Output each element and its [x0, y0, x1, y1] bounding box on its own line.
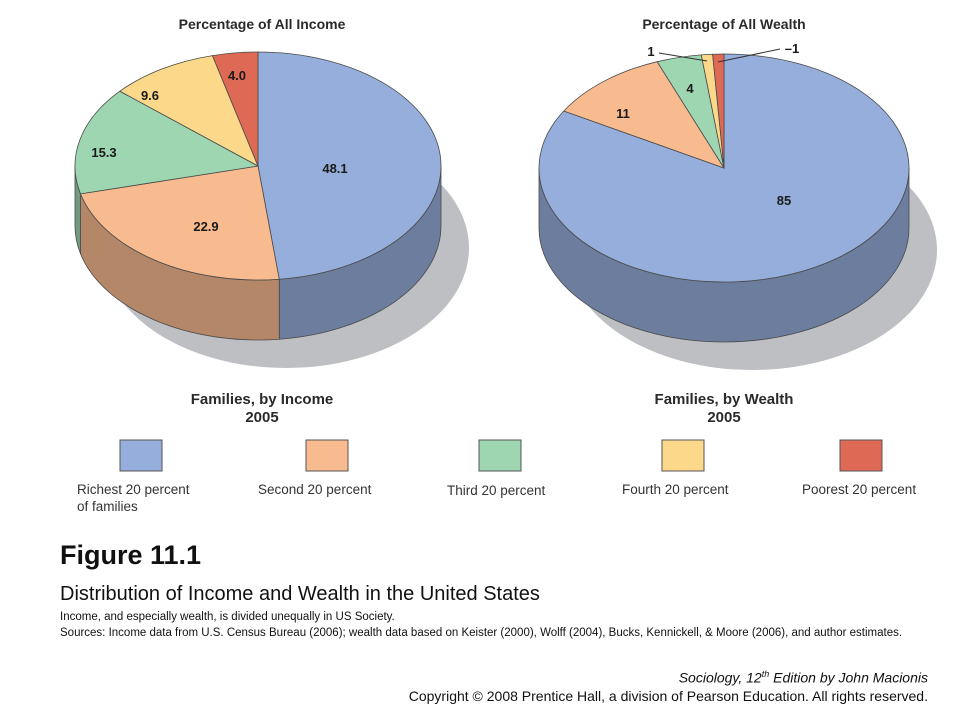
figure-note: Income, and especially wealth, is divide…	[60, 611, 395, 623]
legend-label-poorest: Poorest 20 percent	[802, 482, 916, 497]
figure-subtitle: Distribution of Income and Wealth in the…	[60, 583, 540, 605]
income-chart-title: Percentage of All Income	[179, 16, 346, 32]
figure-title: Figure 11.1	[60, 540, 202, 570]
legend-item-richest: Richest 20 percent of families	[77, 439, 190, 514]
citation-superscript: th	[761, 669, 770, 679]
book-citation: Sociology, 12th Edition by John Macionis	[679, 669, 928, 686]
income-label-poorest: 4.0	[228, 68, 246, 83]
legend-label-fourth: Fourth 20 percent	[622, 482, 729, 497]
income-pie-chart: 48.1 22.9 15.3 9.6 4.0	[74, 51, 469, 368]
pie-slice-second	[563, 61, 725, 169]
legend-swatch-second	[305, 439, 349, 472]
figure-sources: Sources: Income data from U.S. Census Bu…	[60, 627, 903, 639]
pie-slice-poorest	[712, 53, 725, 169]
legend-item-second: Second 20 percent	[258, 439, 372, 497]
wealth-leader-poorest	[717, 48, 781, 63]
citation-rest: Edition by John Macionis	[769, 669, 928, 686]
legend-item-third: Third 20 percent	[447, 439, 546, 498]
legend-label-second: Second 20 percent	[258, 482, 372, 497]
legend-item-fourth: Fourth 20 percent	[622, 439, 729, 497]
wealth-label-second: 11	[616, 106, 630, 121]
income-label-third: 15.3	[91, 145, 116, 160]
wealth-label-poorest: –1	[785, 41, 799, 56]
legend-swatch-third	[478, 439, 522, 472]
pie-charts-figure: 48.1 22.9 15.3 9.6 4.0 Percentage of All Inc…	[74, 16, 937, 514]
wealth-chart-title: Percentage of All Wealth	[642, 16, 805, 32]
legend-swatch-richest	[119, 439, 163, 472]
wealth-leader-fourth	[658, 52, 708, 62]
legend-swatch-fourth	[661, 439, 705, 472]
income-caption-line1: Families, by Income	[191, 391, 334, 408]
pie-slice-third	[74, 90, 260, 195]
pie-slice-poorest	[211, 51, 259, 167]
income-caption-line2: 2005	[245, 409, 278, 426]
wealth-caption-line2: 2005	[707, 409, 740, 426]
income-label-richest: 48.1	[322, 161, 347, 176]
pie-slice-richest	[257, 51, 442, 280]
wealth-label-fourth: 1	[647, 44, 654, 59]
legend-label-richest-line2: of families	[77, 499, 138, 514]
citation-book: Sociology, 12	[678, 669, 762, 686]
legend: Richest 20 percent of families Second 20…	[77, 439, 916, 514]
copyright-notice: Copyright © 2008 Prentice Hall, a divisi…	[408, 688, 928, 704]
wealth-caption-line1: Families, by Wealth	[655, 391, 794, 408]
legend-swatch-poorest	[839, 439, 883, 472]
pie-slice-second	[79, 165, 280, 281]
legend-item-poorest: Poorest 20 percent	[802, 439, 916, 497]
income-label-second: 22.9	[193, 219, 218, 234]
wealth-pie-chart: 85 11 4 1 –1	[538, 41, 937, 370]
legend-label-third: Third 20 percent	[447, 483, 546, 498]
wealth-label-third: 4	[686, 81, 694, 96]
legend-label-richest: Richest 20 percent	[77, 482, 190, 497]
income-label-fourth: 9.6	[141, 88, 159, 103]
wealth-label-richest: 85	[777, 193, 791, 208]
